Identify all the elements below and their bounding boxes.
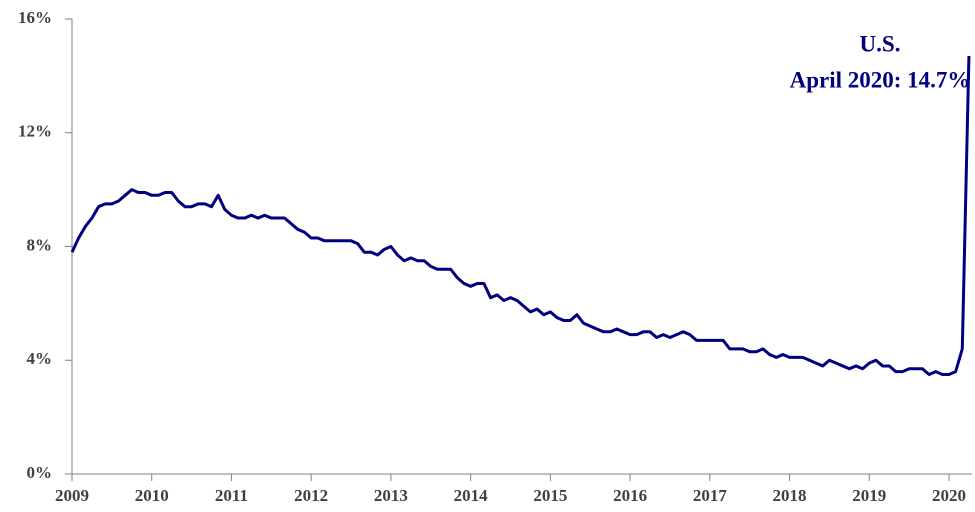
y-tick-label: 16% <box>18 8 52 27</box>
line-series <box>70 55 971 376</box>
x-tick-label: 2011 <box>215 486 248 505</box>
x-tick-label: 2020 <box>932 486 966 505</box>
annotation: April 2020: 14.7% <box>790 67 971 92</box>
y-tick-label: 12% <box>18 122 52 141</box>
x-tick-label: 2012 <box>294 486 328 505</box>
y-tick-label: 0% <box>27 463 53 482</box>
x-tick-label: 2018 <box>773 486 807 505</box>
y-tick-label: 4% <box>27 349 53 368</box>
x-tick-label: 2013 <box>374 486 408 505</box>
x-tick-label: 2010 <box>135 486 169 505</box>
x-tick-label: 2014 <box>454 486 489 505</box>
annotation: U.S. <box>860 31 901 56</box>
x-tick-label: 2019 <box>852 486 886 505</box>
x-tick-label: 2015 <box>533 486 567 505</box>
x-tick-label: 2009 <box>55 486 89 505</box>
y-tick-label: 8% <box>27 235 53 254</box>
x-tick-label: 2017 <box>693 486 728 505</box>
x-tick-label: 2016 <box>613 486 647 505</box>
